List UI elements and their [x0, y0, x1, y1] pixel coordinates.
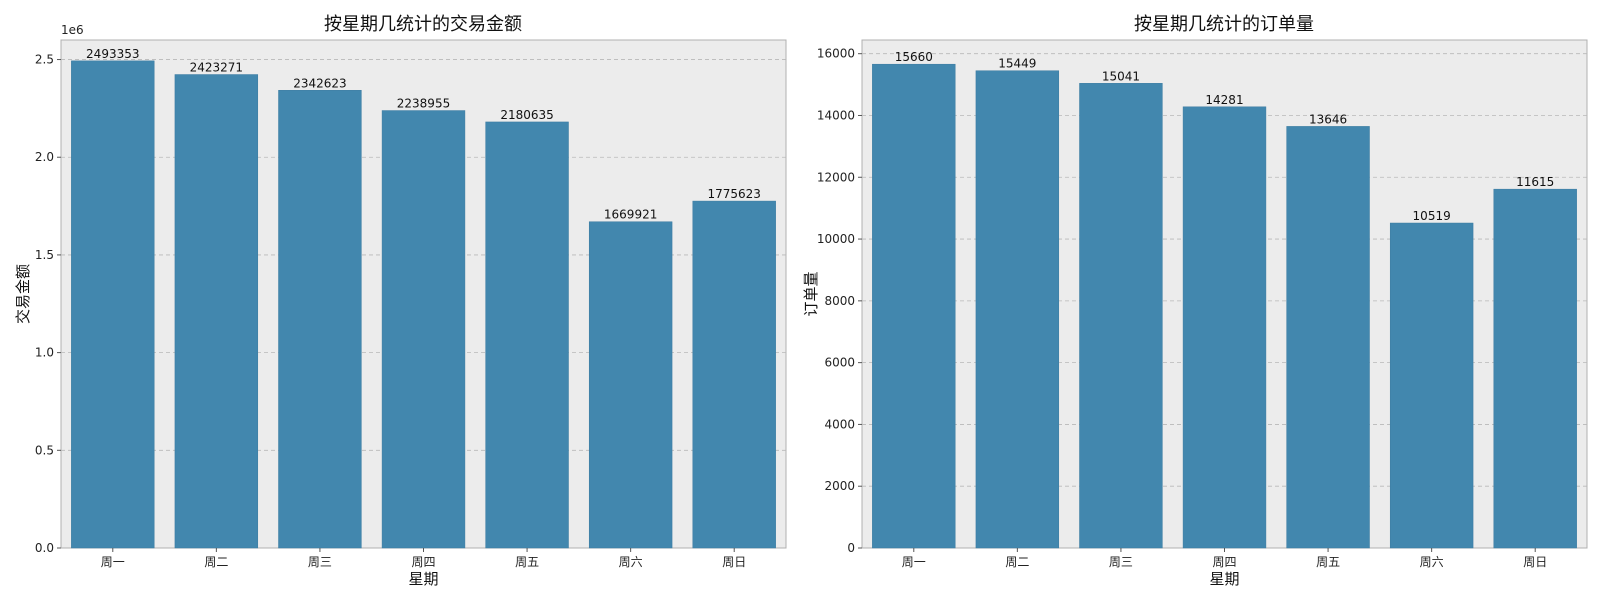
x-tick-label: 周五 [515, 555, 539, 569]
bar-value-label: 2180635 [500, 108, 553, 122]
bar-value-label: 2342623 [293, 76, 346, 90]
x-tick-label: 周一 [101, 555, 125, 569]
y-tick-label: 4000 [824, 417, 855, 431]
bar-value-label: 2238955 [397, 97, 450, 111]
bar [1493, 188, 1577, 549]
bar [485, 121, 569, 549]
bar [174, 74, 259, 549]
bar [1286, 126, 1370, 549]
y-offset-label: 1e6 [61, 23, 84, 37]
bar [1389, 222, 1474, 549]
chart-title: 按星期几统计的订单量 [1134, 14, 1314, 35]
y-tick-label: 12000 [817, 170, 855, 184]
x-tick-label: 周四 [1212, 555, 1236, 569]
x-tick-label: 周二 [1005, 555, 1029, 569]
bar-value-label: 2493353 [86, 47, 139, 61]
y-tick-label: 6000 [824, 356, 855, 370]
bar-value-label: 10519 [1413, 209, 1451, 223]
bar-value-label: 1775623 [707, 187, 760, 201]
bar [872, 63, 956, 549]
bar-value-label: 15660 [895, 50, 933, 64]
bar [975, 70, 1060, 549]
bar [1182, 106, 1267, 549]
y-tick-label: 14000 [817, 108, 855, 122]
x-tick-label: 周四 [411, 555, 435, 569]
bar-value-label: 11615 [1516, 175, 1554, 189]
x-tick-label: 周三 [1109, 555, 1133, 569]
bar-value-label: 15449 [998, 57, 1036, 71]
x-tick-label: 周六 [619, 555, 643, 569]
bar-value-label: 15041 [1102, 69, 1140, 83]
x-tick-label: 周六 [1420, 555, 1444, 569]
bar-value-label: 1669921 [604, 208, 657, 222]
x-axis-label: 星期 [1209, 570, 1239, 588]
y-tick-label: 0.0 [35, 541, 54, 555]
bar [278, 90, 362, 549]
bar [71, 60, 155, 549]
bar [381, 110, 466, 549]
y-tick-label: 2000 [824, 479, 855, 493]
y-tick-label: 16000 [817, 47, 855, 61]
y-tick-label: 1.5 [35, 248, 54, 262]
bar [588, 221, 673, 549]
y-axis-label: 交易金额 [14, 264, 32, 324]
y-tick-label: 8000 [824, 294, 855, 308]
bar-value-label: 2423271 [190, 61, 243, 75]
bar-value-label: 13646 [1309, 112, 1347, 126]
bar [1079, 83, 1163, 549]
x-tick-label: 周一 [902, 555, 926, 569]
y-tick-label: 0 [847, 541, 855, 555]
y-tick-label: 1.0 [35, 346, 54, 360]
x-tick-label: 周二 [204, 555, 228, 569]
y-tick-label: 0.5 [35, 443, 54, 457]
x-tick-label: 周三 [308, 555, 332, 569]
x-tick-label: 周五 [1316, 555, 1340, 569]
y-tick-label: 2.0 [35, 150, 54, 164]
bar-value-label: 14281 [1205, 93, 1243, 107]
y-axis-label: 订单量 [802, 271, 820, 316]
chart-title: 按星期几统计的交易金额 [324, 14, 522, 35]
x-tick-label: 周日 [722, 555, 746, 569]
x-axis-label: 星期 [408, 570, 438, 588]
chart-panel-2: 0 2000 4000 6000 8000 10000 12000 14000 16000 156… [802, 14, 1588, 588]
y-tick-label: 2.5 [35, 53, 54, 67]
y-tick-label: 10000 [817, 232, 855, 246]
bar [692, 200, 776, 549]
x-tick-label: 周日 [1523, 555, 1547, 569]
